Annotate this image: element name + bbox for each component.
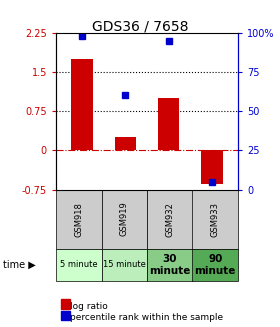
- Text: GDS36 / 7658: GDS36 / 7658: [92, 20, 188, 34]
- Legend: log ratio, percentile rank within the sample: log ratio, percentile rank within the sa…: [60, 302, 223, 322]
- Bar: [158, 98, 179, 150]
- Text: 15 minute: 15 minute: [103, 260, 146, 269]
- Bar: [192, 190, 238, 249]
- Text: GSM918: GSM918: [74, 202, 83, 236]
- Bar: [101, 249, 147, 281]
- Bar: [192, 249, 238, 281]
- Bar: [115, 137, 136, 150]
- Bar: [101, 190, 147, 249]
- Bar: [147, 249, 193, 281]
- Text: 30
minute: 30 minute: [149, 254, 190, 276]
- Bar: [56, 249, 101, 281]
- Bar: [56, 190, 101, 249]
- Text: GSM932: GSM932: [165, 202, 174, 236]
- Text: 90
minute: 90 minute: [195, 254, 236, 276]
- Bar: [147, 190, 193, 249]
- Bar: [201, 150, 223, 184]
- Bar: [71, 59, 93, 150]
- Text: GSM933: GSM933: [211, 201, 220, 237]
- Text: 5 minute: 5 minute: [60, 260, 97, 269]
- Text: GSM919: GSM919: [120, 202, 129, 236]
- Text: time ▶: time ▶: [3, 260, 36, 270]
